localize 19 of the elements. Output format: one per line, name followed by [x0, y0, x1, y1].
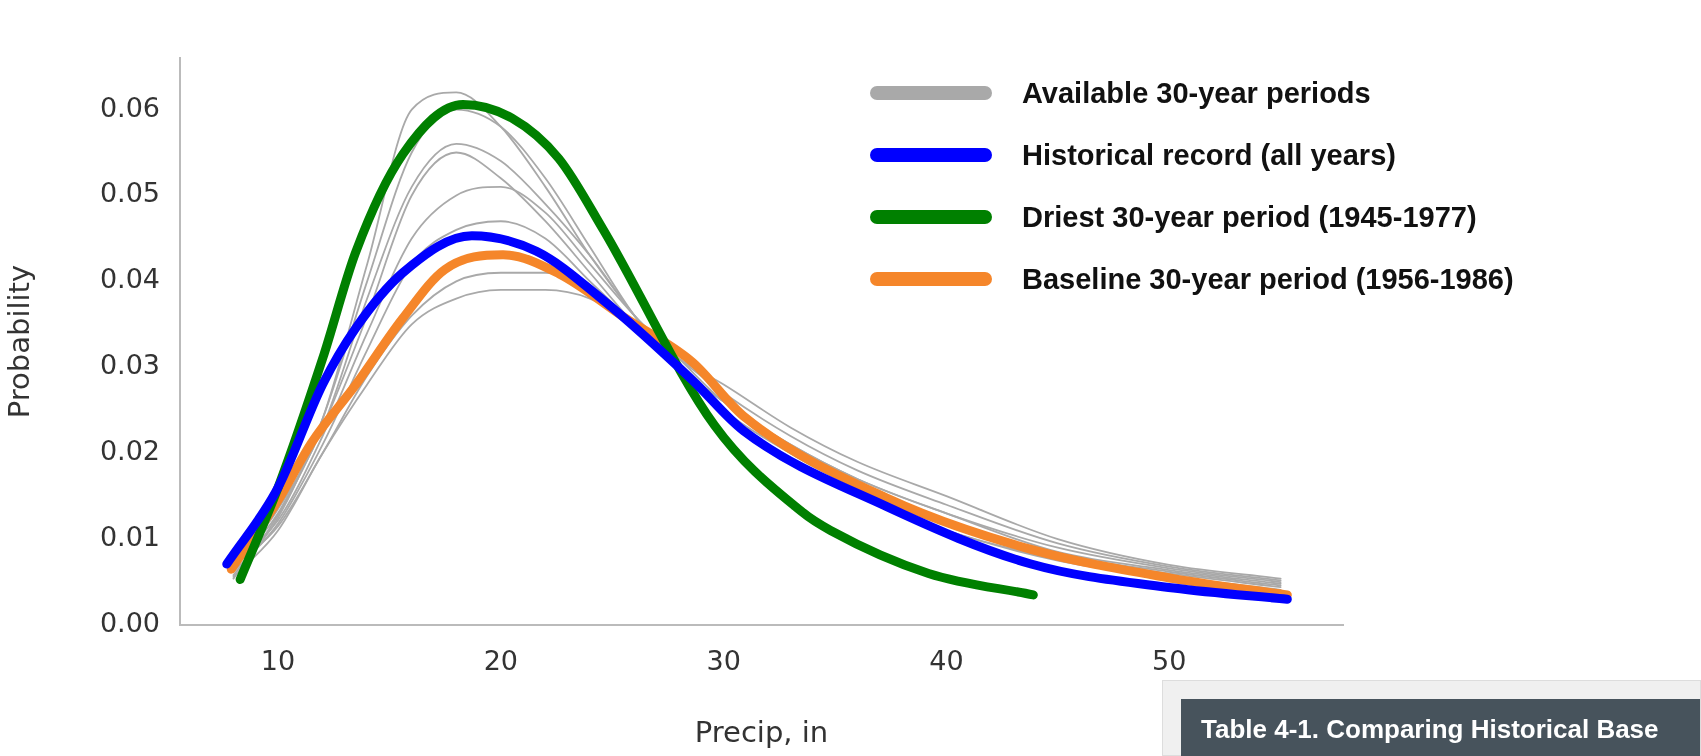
y-axis-title: Probability — [1, 264, 36, 419]
legend-label: Available 30-year periods — [1022, 76, 1371, 110]
x-axis-title: Precip, in — [694, 715, 829, 750]
legend-label: Baseline 30-year period (1956-1986) — [1022, 262, 1514, 296]
caption: Table 4-1. Comparing Historical Base — [1181, 699, 1700, 756]
y-tick-label: 0.05 — [99, 177, 160, 209]
legend-label: Historical record (all years) — [1022, 138, 1396, 172]
x-tick-label: 20 — [483, 645, 519, 677]
x-tick-label: 40 — [929, 645, 964, 677]
y-tick-label: 0.04 — [99, 263, 160, 295]
y-tick-label: 0.06 — [99, 91, 160, 123]
x-tick-label: 30 — [706, 645, 741, 677]
y-tick-label: 0.00 — [99, 607, 160, 639]
y-tick-label: 0.02 — [99, 435, 160, 467]
x-tick-label: 10 — [260, 645, 296, 677]
y-tick-label: 0.01 — [99, 521, 160, 553]
y-tick-label: 0.03 — [99, 349, 160, 381]
legend-label: Driest 30-year period (1945-1977) — [1022, 200, 1477, 234]
x-tick-label: 50 — [1152, 645, 1187, 677]
